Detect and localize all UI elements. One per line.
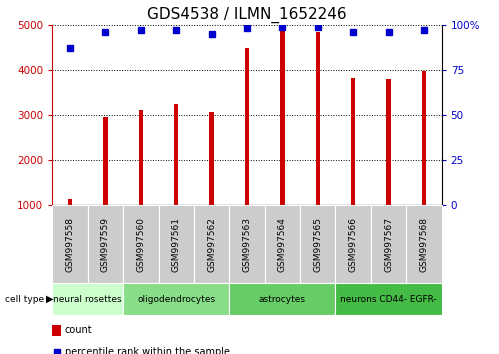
Bar: [52, 283, 123, 315]
Bar: [386, 79, 391, 205]
Text: GSM997567: GSM997567: [384, 217, 393, 272]
Text: GSM997560: GSM997560: [136, 217, 145, 272]
Text: GSM997559: GSM997559: [101, 217, 110, 272]
Bar: [264, 205, 300, 283]
Text: GSM997566: GSM997566: [349, 217, 358, 272]
Bar: [335, 205, 371, 283]
Bar: [300, 205, 335, 283]
Bar: [159, 205, 194, 283]
Text: GSM997564: GSM997564: [278, 217, 287, 272]
Bar: [406, 205, 442, 283]
Text: GSM997563: GSM997563: [243, 217, 251, 272]
Text: GSM997568: GSM997568: [420, 217, 429, 272]
Bar: [371, 205, 406, 283]
Bar: [174, 104, 178, 205]
Text: percentile rank within the sample: percentile rank within the sample: [65, 347, 230, 354]
Bar: [316, 33, 320, 205]
Bar: [230, 205, 264, 283]
Bar: [123, 283, 230, 315]
Text: GSM997562: GSM997562: [207, 217, 216, 272]
Text: neurons CD44- EGFR-: neurons CD44- EGFR-: [340, 295, 437, 304]
Text: ▶: ▶: [46, 294, 54, 304]
Bar: [335, 283, 442, 315]
Bar: [210, 112, 214, 205]
Bar: [103, 117, 108, 205]
Text: oligodendrocytes: oligodendrocytes: [137, 295, 215, 304]
Bar: [88, 205, 123, 283]
Text: neural rosettes: neural rosettes: [53, 295, 122, 304]
Text: GSM997565: GSM997565: [313, 217, 322, 272]
Bar: [139, 110, 143, 205]
Bar: [123, 205, 159, 283]
Text: GSM997558: GSM997558: [65, 217, 74, 272]
Bar: [68, 199, 72, 205]
Bar: [351, 78, 355, 205]
Text: astrocytes: astrocytes: [259, 295, 306, 304]
Bar: [194, 205, 230, 283]
Text: count: count: [65, 325, 92, 336]
Text: cell type: cell type: [5, 295, 44, 304]
Title: GDS4538 / ILMN_1652246: GDS4538 / ILMN_1652246: [147, 7, 347, 23]
Bar: [52, 205, 88, 283]
Bar: [230, 283, 335, 315]
Bar: [52, 325, 61, 336]
Text: GSM997561: GSM997561: [172, 217, 181, 272]
Bar: [422, 71, 426, 205]
Bar: [245, 48, 249, 205]
Bar: [280, 26, 284, 205]
